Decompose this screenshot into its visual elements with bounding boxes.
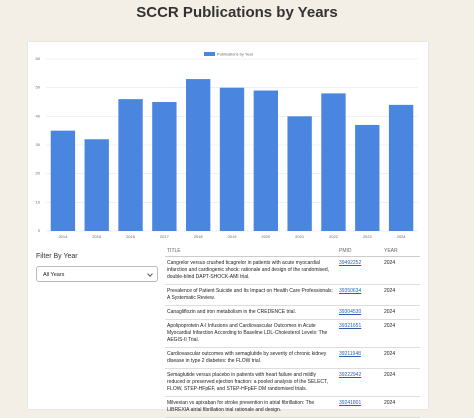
year-cell: 2024	[382, 319, 420, 348]
x-tick-label: 2016	[126, 234, 136, 239]
bar	[388, 104, 414, 231]
x-tick-label: 2023	[363, 234, 373, 239]
pmid-link[interactable]: 39222942	[339, 372, 362, 378]
pmid-link[interactable]: 39241801	[339, 400, 362, 406]
publications-table: TITLE PMID YEAR Cangrelor versus crushed t…	[165, 247, 420, 418]
pmid-link[interactable]: 39492252	[339, 260, 362, 266]
bar	[50, 130, 76, 231]
title-cell: Milvexian vs apixaban for stroke prevent…	[165, 396, 337, 418]
bar	[186, 79, 211, 231]
year-cell: 2024	[382, 396, 420, 418]
bar	[152, 102, 177, 231]
chart: 0 10 20 30 40 50 60 Publications by Year 2014 201…	[36, 51, 418, 239]
x-tick-label: 2020	[261, 234, 271, 239]
title-cell: Apolipoprotein A-I Infusions and Cardiov…	[165, 319, 337, 348]
table-row: Prevalence of Patient Suicide and Its Im…	[165, 284, 420, 306]
pmid-cell: 39492252	[337, 256, 382, 285]
y-tick-label: 10	[36, 199, 41, 204]
bar	[287, 116, 312, 231]
y-tick-label: 0	[38, 228, 41, 233]
pmid-cell: 39321651	[337, 319, 382, 348]
table-row: Cardiovascular outcomes with semaglutide…	[165, 347, 420, 369]
pmid-cell: 39350634	[337, 284, 382, 306]
x-tick-label: 2019	[228, 234, 238, 239]
y-tick-label: 50	[36, 85, 41, 90]
table-row: Apolipoprotein A-I Infusions and Cardiov…	[165, 319, 420, 348]
page: SCCR Publications by Years 0 10 20 30 40 50 60…	[0, 0, 474, 409]
title-cell: Cardiovascular outcomes with semaglutide…	[165, 347, 337, 369]
x-tick-label: 2017	[160, 234, 170, 239]
table-row: Semaglutide versus placebo in patients w…	[165, 368, 420, 397]
y-tick-label: 20	[36, 171, 41, 176]
bar	[321, 93, 346, 232]
title-cell: Cangrelor versus crushed ticagrelor in p…	[165, 256, 337, 285]
year-cell: 2024	[382, 347, 420, 369]
x-tick-label: 2014	[58, 234, 68, 239]
year-cell: 2024	[382, 284, 420, 306]
bar	[253, 90, 278, 232]
bar	[219, 87, 245, 232]
bar	[355, 124, 380, 231]
column-header: TITLE	[165, 247, 337, 257]
pmid-link[interactable]: 39321651	[339, 323, 362, 329]
pmid-link[interactable]: 39304530	[339, 309, 362, 315]
title-cell: Prevalence of Patient Suicide and Its Im…	[165, 284, 337, 306]
bar	[118, 99, 143, 231]
pmid-link[interactable]: 39211948	[339, 351, 361, 357]
title-cell: Canagliflozin and iron metabolism in the…	[165, 305, 337, 320]
year-select[interactable]: All Years	[36, 266, 158, 282]
legend-label: Publications by Year	[217, 51, 254, 56]
x-tick-label: 2018	[194, 234, 204, 239]
x-tick-label: 2021	[295, 234, 305, 239]
y-tick-label: 60	[36, 56, 41, 61]
table-row: Cangrelor versus crushed ticagrelor in p…	[165, 256, 420, 285]
pmid-cell: 39211948	[337, 347, 382, 369]
pmid-cell: 39304530	[337, 305, 382, 320]
table-header: TITLE PMID YEAR	[165, 247, 420, 257]
column-header: PMID	[337, 247, 382, 257]
pmid-link[interactable]: 39350634	[339, 288, 362, 294]
pmid-cell: 39241801	[337, 396, 382, 418]
x-tick-label: 2022	[329, 234, 339, 239]
y-tick-label: 30	[36, 142, 41, 147]
x-tick-label: 2024	[397, 234, 407, 239]
table-row: Canagliflozin and iron metabolism in the…	[165, 305, 420, 320]
year-cell: 2024	[382, 256, 420, 285]
page-title: SCCR Publications by Years	[136, 4, 338, 21]
filter-label: Filter By Year	[36, 253, 78, 260]
legend-swatch	[204, 52, 215, 56]
x-tick-label: 2015	[92, 234, 102, 239]
title-cell: Semaglutide versus placebo in patients w…	[165, 368, 337, 397]
table-row: Milvexian vs apixaban for stroke prevent…	[165, 396, 420, 418]
year-cell: 2024	[382, 305, 420, 320]
y-tick-label: 40	[36, 113, 41, 118]
column-header: YEAR	[382, 247, 420, 257]
bar	[84, 139, 109, 231]
pmid-cell: 39222942	[337, 368, 382, 397]
year-cell: 2024	[382, 368, 420, 397]
